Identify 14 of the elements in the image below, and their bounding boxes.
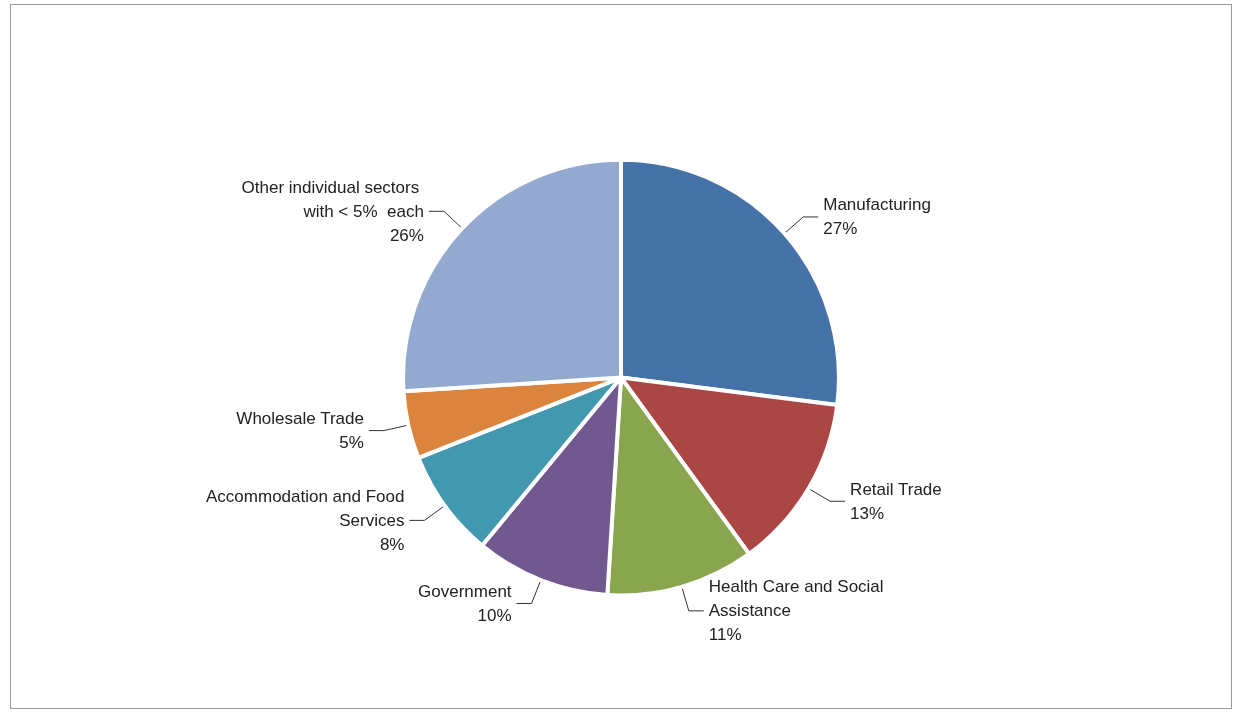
data-label: 8% [379,534,405,554]
data-label: 10% [477,605,512,625]
slice-label: Wholesale Trade [236,409,364,429]
slice-label: Government [418,581,512,601]
data-label: 13% [850,503,885,523]
data-label: 27% [823,219,858,239]
slice-label: Accommodation and Food Services [206,486,405,530]
slice-label: Other individual sectors with < 5% each [241,177,424,221]
slice-label: Manufacturing [823,195,931,215]
slice-label: Retail Trade [850,479,942,499]
data-label: 26% [389,225,424,245]
data-label: 11% [708,625,742,645]
data-label: 5% [339,433,364,453]
slice-label: Health Care and Social Assistance [708,577,889,621]
